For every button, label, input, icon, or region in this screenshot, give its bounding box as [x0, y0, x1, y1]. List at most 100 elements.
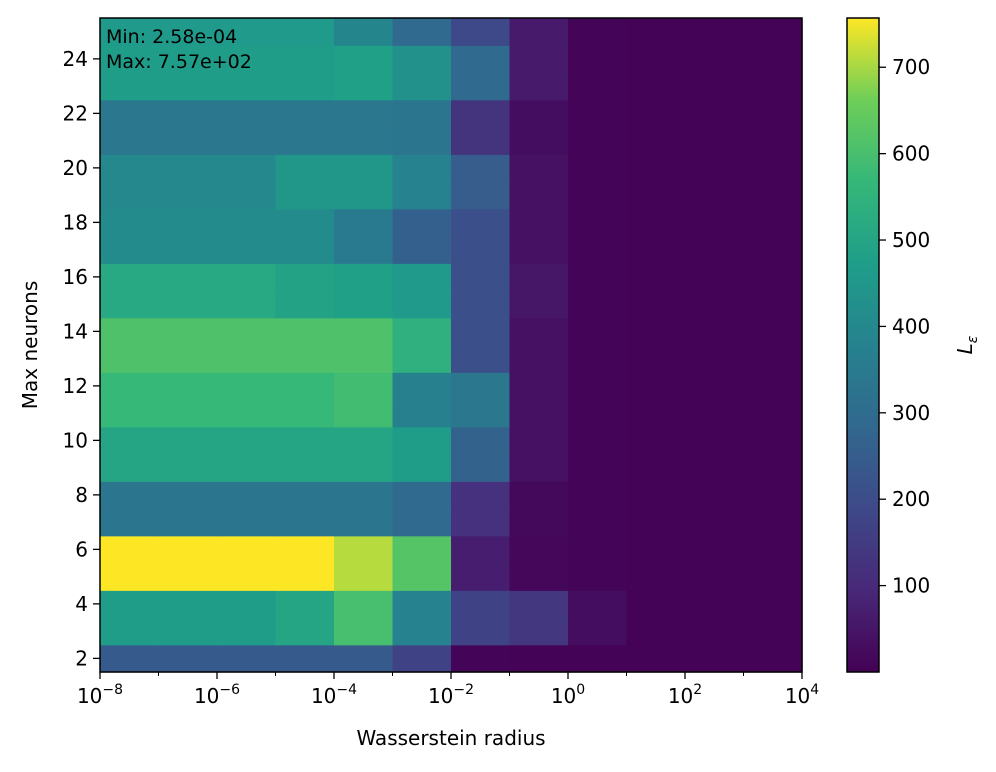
heatmap-cell [685, 290, 745, 319]
heatmap-cell [334, 317, 394, 346]
heatmap-cell [626, 454, 686, 482]
heatmap-cell [158, 263, 218, 292]
heatmap-cell [685, 181, 745, 210]
heatmap-cell [217, 617, 277, 646]
heatmap-cell [392, 317, 452, 346]
heatmap-cell [334, 345, 394, 373]
heatmap-cell [509, 426, 569, 455]
heatmap-cell [100, 454, 160, 482]
heatmap-cell [217, 127, 277, 155]
heatmap-cell [158, 563, 218, 591]
heatmap-cell [392, 18, 452, 46]
heatmap-cell [100, 590, 160, 619]
heatmap-cell [509, 372, 569, 401]
heatmap-cell [334, 399, 394, 428]
heatmap-cell [685, 508, 745, 537]
heatmap-cell [100, 399, 160, 428]
heatmap-cell [451, 208, 511, 237]
heatmap-cell [568, 399, 628, 428]
heatmap-cell [100, 508, 160, 537]
min-annotation: Min: 2.58e-04 [106, 26, 237, 48]
heatmap-cell [626, 644, 686, 673]
heatmap-cell [334, 181, 394, 210]
heatmap-cell [509, 508, 569, 537]
heatmap-cell [392, 644, 452, 673]
heatmap-cell [568, 372, 628, 401]
heatmap-cell [392, 154, 452, 183]
max-annotation: Max: 7.57e+02 [106, 51, 252, 73]
colorbar: 100 200 300 400 500 600 700 Lε [846, 17, 981, 673]
heatmap-cell [451, 154, 511, 183]
heatmap-cell [626, 72, 686, 101]
heatmap-cell [568, 426, 628, 455]
heatmap-cell [743, 426, 803, 455]
heatmap-cell [685, 481, 745, 510]
heatmap-cell [334, 263, 394, 292]
heatmap-cell [685, 563, 745, 591]
heatmap-cell [217, 154, 277, 183]
heatmap-cell [451, 617, 511, 646]
heatmap-cell [334, 127, 394, 155]
heatmap-cell [743, 454, 803, 482]
heatmap-cell [275, 181, 335, 210]
heatmap-cell [100, 127, 160, 155]
heatmap-cell [392, 72, 452, 101]
heatmap-cell [217, 208, 277, 237]
heatmap-cell [451, 127, 511, 155]
heatmap-cell [100, 317, 160, 346]
colorbar-tick-label: 600 [892, 142, 930, 166]
heatmap-cell [626, 535, 686, 564]
heatmap-cell [275, 481, 335, 510]
heatmap-cell [158, 372, 218, 401]
heatmap-cell [509, 399, 569, 428]
heatmap-cell [685, 72, 745, 101]
heatmap-cell [626, 481, 686, 510]
heatmap-cell [158, 590, 218, 619]
x-axis-label: Wasserstein radius [356, 726, 545, 750]
heatmap-cell [158, 290, 218, 319]
heatmap-cell [158, 617, 218, 646]
heatmap-cell [568, 535, 628, 564]
y-tick-label: 12 [63, 374, 88, 398]
heatmap-cell [743, 181, 803, 210]
heatmap-cell [100, 263, 160, 292]
heatmap-cell [217, 644, 277, 673]
heatmap-cell [392, 290, 452, 319]
heatmap-cell [392, 99, 452, 128]
heatmap-cell [743, 617, 803, 646]
heatmap-cell [334, 18, 394, 46]
heatmap-cell [392, 345, 452, 373]
heatmap-cell [685, 590, 745, 619]
heatmap-cell [158, 127, 218, 155]
heatmap-cell [509, 590, 569, 619]
heatmap-cell [451, 399, 511, 428]
heatmap-cell [217, 372, 277, 401]
heatmap-cell [158, 236, 218, 264]
heatmap-cell [451, 454, 511, 482]
heatmap-cell [451, 181, 511, 210]
heatmap-cell [626, 181, 686, 210]
heatmap-cell [626, 372, 686, 401]
heatmap-cell [392, 127, 452, 155]
colorbar-tick-label: 700 [892, 55, 930, 79]
heatmap-cell [509, 563, 569, 591]
y-axis-label: Max neurons [18, 281, 42, 409]
heatmap-cell [275, 508, 335, 537]
heatmap-cell [626, 399, 686, 428]
heatmap-cell [100, 426, 160, 455]
heatmap-cell [334, 154, 394, 183]
heatmap-cell [743, 290, 803, 319]
heatmap-cell [451, 535, 511, 564]
heatmap-cell [509, 154, 569, 183]
heatmap-cell [743, 154, 803, 183]
heatmap-cell [100, 154, 160, 183]
heatmap-cell [685, 535, 745, 564]
heatmap-cell [392, 563, 452, 591]
heatmap-cell [100, 290, 160, 319]
heatmap-cell [509, 99, 569, 128]
heatmap-cell [392, 263, 452, 292]
heatmap-cell [451, 508, 511, 537]
heatmap-cell [568, 290, 628, 319]
y-tick-label: 24 [63, 47, 88, 71]
heatmap-cell [217, 45, 277, 74]
